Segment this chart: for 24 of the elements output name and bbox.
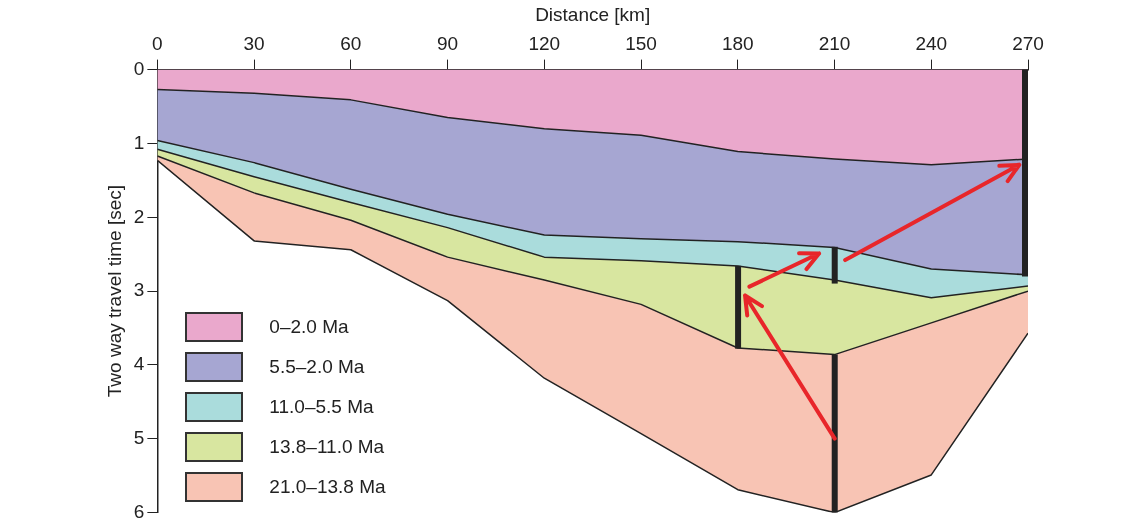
y-tick-label: 5 bbox=[133, 427, 145, 448]
x-tick-label: 180 bbox=[721, 33, 754, 55]
x-tick-label: 60 bbox=[340, 33, 362, 55]
x-tick-label: 150 bbox=[625, 33, 657, 55]
y-tick-label: 1 bbox=[133, 131, 145, 153]
y-tick-label: 6 bbox=[133, 500, 145, 522]
y-tick-label: 4 bbox=[133, 353, 145, 375]
x-tick-label: 90 bbox=[437, 33, 459, 55]
x-tick-label: 0 bbox=[152, 33, 163, 55]
y-tick-label: 2 bbox=[133, 205, 145, 227]
x-tick-label: 120 bbox=[528, 33, 561, 55]
x-tick-label: 210 bbox=[818, 33, 851, 55]
y-axis-title: Two way travel time [sec] bbox=[103, 184, 125, 398]
x-tick-label: 30 bbox=[243, 33, 265, 55]
legend-label: 13.8–11.0 Ma bbox=[269, 435, 385, 458]
legend-label: 5.5–2.0 Ma bbox=[269, 355, 365, 378]
y-tick-label: 0 bbox=[133, 57, 145, 79]
y-tick-label: 3 bbox=[133, 279, 145, 301]
x-tick-label: 270 bbox=[1012, 33, 1044, 55]
legend-label: 0–2.0 Ma bbox=[269, 315, 349, 338]
legend-label: 11.0–5.5 Ma bbox=[269, 395, 374, 418]
x-tick-label: 240 bbox=[915, 33, 948, 55]
legend-label: 21.0–13.8 Ma bbox=[269, 475, 386, 498]
x-axis-title: Distance [km] bbox=[535, 3, 651, 25]
